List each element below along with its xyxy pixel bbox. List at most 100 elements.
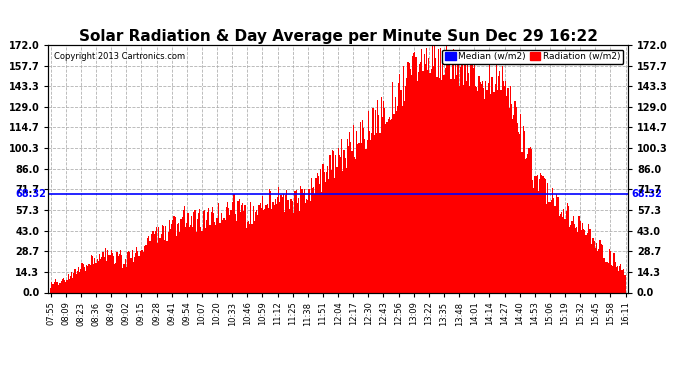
Bar — [435, 58, 437, 292]
Bar — [496, 66, 497, 292]
Bar — [612, 266, 613, 292]
Bar — [179, 232, 180, 292]
Bar — [217, 203, 219, 292]
Bar — [271, 209, 273, 292]
Bar — [369, 131, 370, 292]
Bar — [498, 76, 500, 292]
Bar — [503, 81, 504, 292]
Bar — [319, 184, 320, 292]
Bar — [235, 214, 236, 292]
Bar — [276, 204, 277, 292]
Bar — [597, 251, 598, 292]
Bar — [475, 86, 476, 292]
Bar — [222, 220, 224, 292]
Bar — [568, 206, 569, 292]
Bar — [59, 283, 61, 292]
Bar — [263, 210, 264, 292]
Bar — [517, 123, 518, 292]
Bar — [112, 253, 113, 292]
Bar — [166, 241, 168, 292]
Bar — [548, 202, 549, 292]
Bar — [205, 228, 206, 292]
Bar — [115, 263, 117, 292]
Bar — [385, 124, 386, 292]
Bar — [105, 248, 106, 292]
Bar — [269, 189, 270, 292]
Bar — [85, 271, 86, 292]
Bar — [489, 65, 490, 292]
Bar — [470, 65, 471, 292]
Bar — [555, 206, 556, 292]
Bar — [411, 75, 412, 292]
Bar — [221, 213, 222, 292]
Bar — [251, 224, 253, 292]
Bar — [373, 135, 375, 292]
Bar — [285, 195, 286, 292]
Bar — [193, 211, 195, 292]
Bar — [544, 179, 546, 292]
Bar — [490, 94, 491, 292]
Bar — [90, 265, 91, 292]
Bar — [354, 158, 355, 292]
Bar — [619, 266, 620, 292]
Bar — [424, 54, 425, 292]
Bar — [604, 258, 605, 292]
Bar — [73, 273, 75, 292]
Bar — [99, 254, 100, 292]
Bar — [419, 64, 420, 292]
Bar — [207, 213, 208, 292]
Bar — [262, 196, 263, 292]
Bar — [51, 282, 52, 292]
Bar — [351, 151, 353, 292]
Bar — [248, 221, 249, 292]
Bar — [329, 154, 331, 292]
Bar — [88, 264, 90, 292]
Bar — [522, 126, 524, 292]
Bar — [425, 64, 426, 292]
Bar — [137, 251, 139, 292]
Bar — [583, 229, 584, 292]
Bar — [117, 256, 119, 292]
Bar — [446, 45, 447, 292]
Bar — [241, 205, 242, 292]
Bar — [55, 279, 56, 292]
Bar — [184, 206, 185, 292]
Bar — [488, 83, 489, 292]
Bar — [390, 120, 391, 292]
Bar — [173, 216, 175, 292]
Bar — [201, 231, 202, 292]
Bar — [300, 186, 302, 292]
Bar — [257, 214, 258, 292]
Bar — [185, 226, 186, 292]
Bar — [359, 122, 361, 292]
Bar — [332, 150, 333, 292]
Bar — [331, 170, 332, 292]
Bar — [406, 78, 407, 292]
Bar — [144, 246, 146, 292]
Bar — [282, 197, 283, 292]
Bar — [168, 232, 169, 292]
Bar — [613, 254, 615, 292]
Bar — [500, 90, 502, 292]
Bar — [483, 88, 484, 292]
Bar — [383, 102, 384, 292]
Bar — [293, 213, 295, 292]
Bar — [569, 227, 571, 292]
Bar — [476, 87, 477, 292]
Bar — [428, 58, 429, 292]
Bar — [121, 255, 122, 292]
Bar — [58, 285, 59, 292]
Bar — [482, 81, 483, 292]
Bar — [61, 279, 63, 292]
Bar — [337, 148, 339, 292]
Bar — [474, 58, 475, 292]
Bar — [188, 226, 190, 292]
Bar — [91, 255, 92, 292]
Bar — [504, 86, 505, 292]
Bar — [183, 210, 184, 292]
Bar — [513, 115, 515, 292]
Bar — [250, 202, 251, 292]
Bar — [313, 187, 314, 292]
Bar — [377, 100, 378, 292]
Bar — [562, 217, 563, 292]
